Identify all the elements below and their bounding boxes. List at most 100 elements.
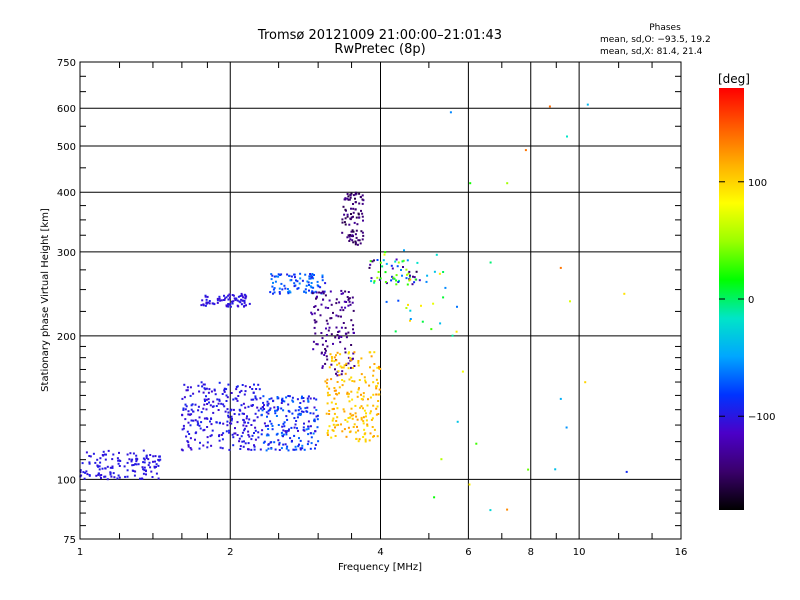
data-point (247, 421, 250, 424)
data-point (250, 424, 253, 426)
data-point (210, 423, 213, 426)
data-point (309, 447, 312, 450)
data-point (375, 378, 378, 381)
data-point (263, 422, 266, 425)
data-point (155, 472, 158, 475)
data-point (143, 469, 146, 472)
data-point (327, 329, 330, 332)
data-point (347, 352, 350, 355)
data-point (190, 419, 193, 422)
data-point (213, 388, 216, 391)
data-point (226, 420, 229, 423)
data-point (317, 285, 320, 288)
data-point (358, 379, 361, 381)
data-point (356, 223, 359, 226)
data-point (338, 335, 341, 338)
data-point (123, 465, 126, 468)
data-point (287, 409, 290, 412)
data-point (278, 292, 281, 295)
data-point (442, 296, 445, 299)
data-point (337, 315, 340, 318)
data-point (201, 385, 204, 388)
data-point (254, 395, 257, 398)
data-point (349, 196, 352, 199)
data-point (623, 292, 626, 295)
data-point (306, 443, 309, 446)
data-point (88, 455, 91, 457)
data-point (263, 404, 265, 407)
data-point (349, 412, 352, 415)
data-point (312, 340, 315, 343)
data-point (214, 393, 217, 396)
data-point (194, 438, 196, 441)
data-point (334, 389, 337, 392)
data-point (112, 453, 115, 456)
data-point (341, 218, 344, 221)
data-point (212, 302, 215, 305)
data-point (299, 407, 302, 410)
data-point (565, 426, 568, 429)
data-point (391, 275, 393, 278)
data-point (143, 458, 146, 461)
data-point (401, 260, 404, 263)
data-point (308, 284, 310, 286)
data-point (314, 332, 317, 335)
data-point (309, 285, 312, 288)
data-point (218, 439, 221, 442)
data-point (524, 149, 527, 152)
data-point (205, 387, 208, 390)
data-point (139, 477, 141, 480)
data-point (118, 465, 121, 467)
phase-x-mode: mean, sd,X: 81.4, 21.4 (600, 47, 703, 57)
data-point (409, 318, 412, 320)
data-point (258, 388, 261, 391)
data-point (245, 425, 248, 428)
data-point (257, 383, 260, 386)
data-point (316, 418, 319, 421)
data-point (256, 406, 259, 409)
data-point (569, 300, 571, 303)
data-point (186, 386, 189, 389)
data-point (329, 290, 332, 293)
data-point (330, 436, 333, 439)
data-point (333, 389, 336, 392)
data-point (353, 423, 356, 426)
data-point (566, 135, 568, 138)
data-point (272, 292, 274, 295)
data-point (96, 458, 99, 461)
data-point (351, 296, 354, 299)
data-point (119, 460, 122, 462)
data-point (111, 465, 114, 468)
data-point (241, 384, 244, 386)
data-point (282, 409, 285, 412)
data-point (344, 419, 347, 421)
data-point (324, 349, 327, 352)
data-point (373, 435, 375, 438)
data-point (342, 366, 345, 369)
data-point (349, 217, 352, 220)
data-point (360, 405, 363, 408)
data-point (307, 281, 310, 284)
data-point (362, 420, 365, 423)
data-point (126, 475, 129, 478)
data-point (339, 309, 342, 312)
data-point (321, 276, 324, 279)
data-point (210, 444, 213, 447)
data-point (276, 408, 279, 411)
data-point (393, 277, 396, 280)
data-point (325, 327, 327, 330)
data-point (326, 402, 329, 405)
data-point (210, 418, 213, 420)
data-point (340, 292, 343, 295)
data-point (372, 404, 375, 407)
data-point (207, 391, 210, 394)
data-point (317, 308, 320, 311)
data-point (319, 314, 322, 317)
data-point (375, 393, 378, 396)
data-point (293, 282, 296, 285)
data-point (377, 400, 380, 402)
data-point (266, 404, 269, 407)
data-point (371, 426, 374, 428)
data-point (352, 426, 355, 428)
data-point (312, 286, 315, 289)
